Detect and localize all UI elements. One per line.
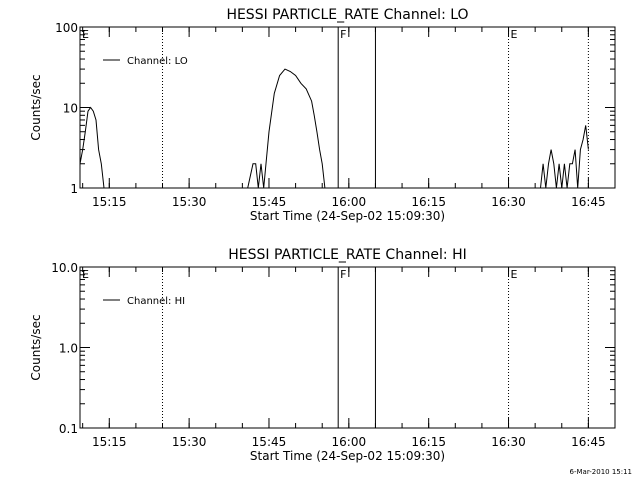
panel-lo-y-tick-label: 100 (55, 21, 78, 35)
panel-hi-annotation-label-f: F (340, 268, 346, 281)
panel-lo-chart-title: HESSI PARTICLE_RATE Channel: LO (226, 7, 468, 23)
panel-hi-y-tick-label: 1.0 (59, 342, 78, 356)
panel-hi-y-tick-label: 10.0 (51, 261, 78, 275)
panel-lo-x-tick-label: 16:00 (332, 195, 367, 209)
panel-hi-y-axis-label: Counts/sec (29, 314, 43, 380)
panel-hi-y-tick-label: 0.1 (59, 422, 78, 436)
panel-hi-x-tick-label: 16:30 (491, 435, 526, 449)
panel-lo-y-axis-label: Counts/sec (29, 74, 43, 140)
panel-hi-x-tick-label: 15:15 (92, 435, 127, 449)
panel-lo-series-line-channel-lo (79, 68, 589, 189)
panel-lo-x-tick-label: 15:45 (252, 195, 287, 209)
panel-lo-x-tick-label: 16:45 (571, 195, 606, 209)
panel-lo-annotation-label-e: E (511, 28, 518, 41)
panel-lo-annotation-label-e: E (82, 28, 89, 41)
panel-lo-legend-label: Channel: LO (127, 56, 188, 67)
panel-hi-x-tick-label: 16:00 (332, 435, 367, 449)
panel-lo-plot-frame (79, 26, 616, 189)
panel-hi-x-tick-label: 16:15 (411, 435, 446, 449)
panel-hi-legend-label: Channel: HI (127, 296, 185, 307)
panel-lo-x-axis-label: Start Time (24-Sep-02 15:09:30) (250, 209, 445, 223)
panel-hi-x-tick-label: 16:45 (571, 435, 606, 449)
panel-hi-chart-title: HESSI PARTICLE_RATE Channel: HI (228, 247, 466, 263)
panel-lo-x-tick-label: 15:15 (92, 195, 127, 209)
panel-lo-x-tick-label: 16:30 (491, 195, 526, 209)
date-stamp: 6-Mar-2010 15:11 (569, 468, 632, 476)
panel-hi-x-axis-label: Start Time (24-Sep-02 15:09:30) (250, 449, 445, 463)
panel-hi-annotation-label-e: E (82, 268, 89, 281)
panel-lo-y-tick-label: 10 (63, 102, 78, 116)
panel-hi-x-tick-label: 15:30 (172, 435, 207, 449)
panel-lo-y-tick-label: 1 (70, 182, 78, 196)
panel-hi-x-tick-label: 15:45 (252, 435, 287, 449)
panel-hi-plot-frame (79, 266, 616, 429)
panel-lo-annotation-label-f: F (340, 28, 346, 41)
panel-lo-x-tick-label: 16:15 (411, 195, 446, 209)
panel-lo-x-tick-label: 15:30 (172, 195, 207, 209)
panel-hi-annotation-label-e: E (511, 268, 518, 281)
